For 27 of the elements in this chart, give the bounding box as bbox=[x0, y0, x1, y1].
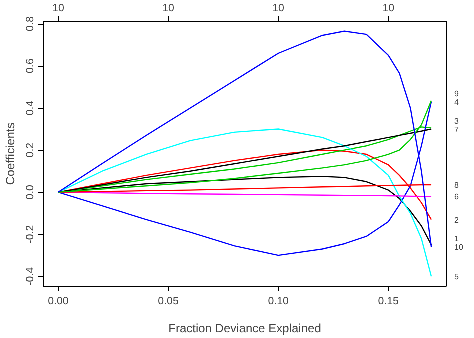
text: 2 bbox=[454, 216, 460, 225]
y-axis-title: Coefficients bbox=[4, 122, 18, 186]
y-tick-label: -0.4 bbox=[24, 267, 36, 286]
text: 10 bbox=[162, 2, 175, 14]
text: 9 bbox=[454, 89, 460, 98]
x-tick-label: 0.05 bbox=[158, 296, 179, 308]
x-tick-label: 0.15 bbox=[378, 296, 400, 308]
text: 10 bbox=[382, 2, 395, 14]
y-tick-label: 0.0 bbox=[24, 184, 36, 200]
y-tick-label: 0.8 bbox=[24, 16, 36, 32]
y-tick-label: 0.4 bbox=[24, 100, 36, 116]
x-axis-title: Fraction Deviance Explained bbox=[168, 322, 322, 336]
text: 5 bbox=[454, 272, 460, 282]
x-tick-label: 0.10 bbox=[268, 296, 290, 308]
text: 10 bbox=[454, 243, 464, 252]
y-tick-label: 0.6 bbox=[24, 58, 36, 74]
x-tick-label: 0.00 bbox=[48, 296, 69, 308]
y-tick-label: -0.2 bbox=[24, 225, 36, 244]
text: 4 bbox=[454, 98, 460, 107]
text: 10 bbox=[272, 2, 285, 14]
text: 3 bbox=[454, 116, 460, 126]
text: 7 bbox=[454, 125, 460, 134]
text: 10 bbox=[52, 2, 64, 14]
y-tick-label: 0.2 bbox=[24, 142, 36, 158]
text: 8 bbox=[454, 181, 460, 190]
text: 1 bbox=[454, 234, 460, 244]
text: 6 bbox=[454, 192, 460, 202]
